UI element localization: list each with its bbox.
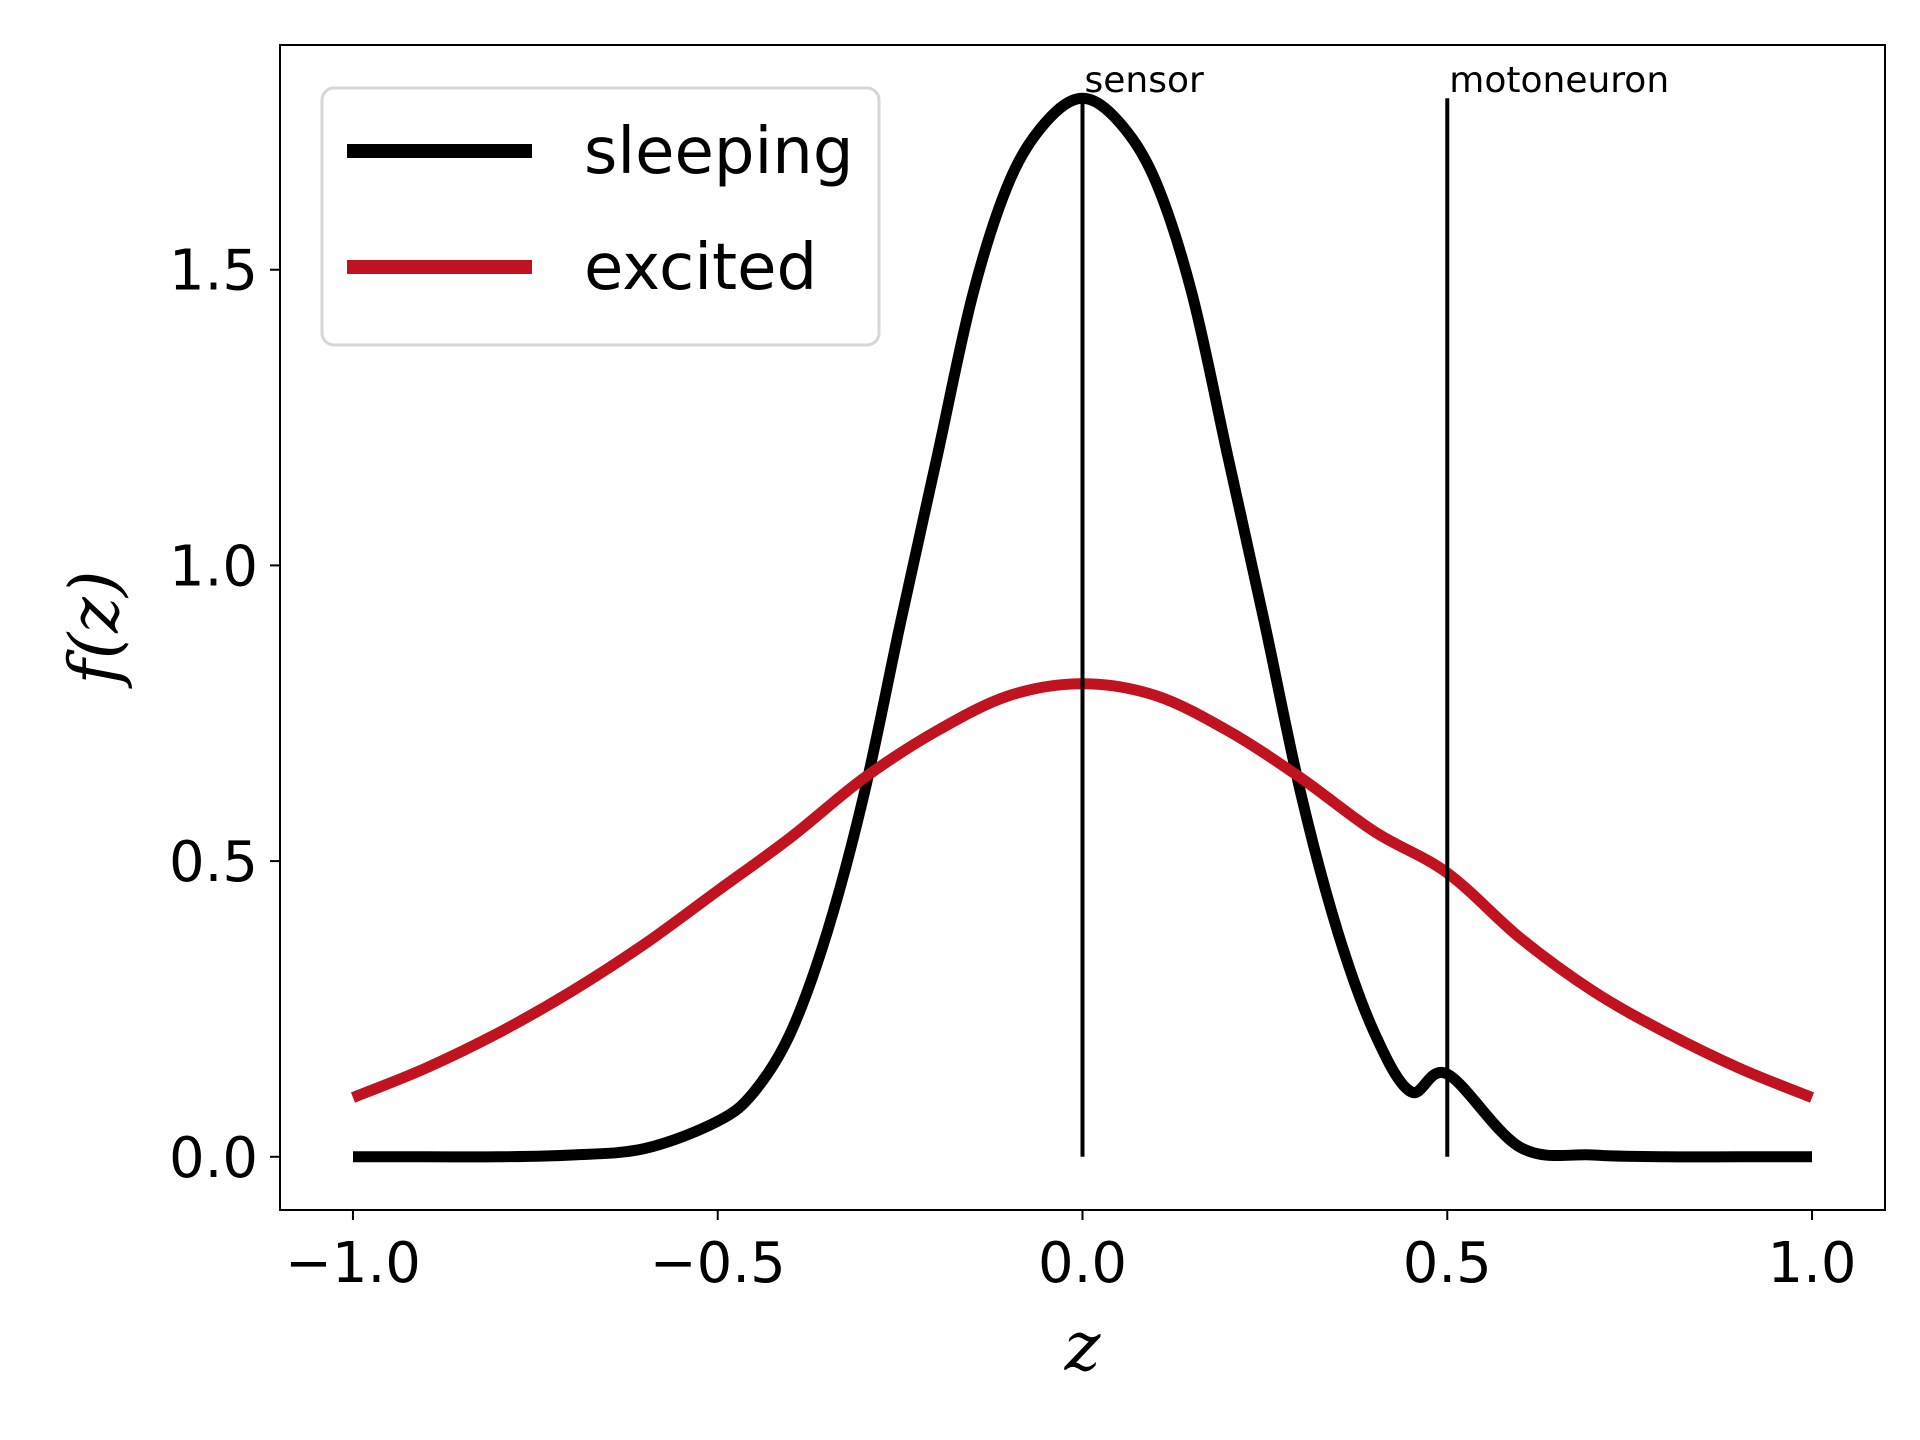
y-tick-label: 0.5	[169, 830, 258, 895]
x-tick-label: −1.0	[285, 1231, 421, 1296]
x-tick-label: −0.5	[650, 1231, 786, 1296]
marker-label-sensor: sensor	[1085, 60, 1205, 101]
marker-label-motoneuron: motoneuron	[1449, 60, 1669, 101]
x-tick-label: 0.0	[1038, 1231, 1127, 1296]
y-tick-label: 1.0	[169, 534, 258, 599]
legend-label-sleeping: sleeping	[584, 115, 853, 189]
series-line-sleeping	[352, 92, 1812, 1163]
y-tick-label: 1.5	[169, 239, 258, 304]
y-tick-label: 0.0	[169, 1126, 258, 1191]
x-axis-label: z	[1064, 1308, 1102, 1387]
x-tick-label: 1.0	[1768, 1231, 1857, 1296]
legend-label-excited: excited	[584, 231, 817, 305]
y-axis-label: f(z)	[56, 570, 135, 689]
x-tick-label: 0.5	[1403, 1231, 1492, 1296]
